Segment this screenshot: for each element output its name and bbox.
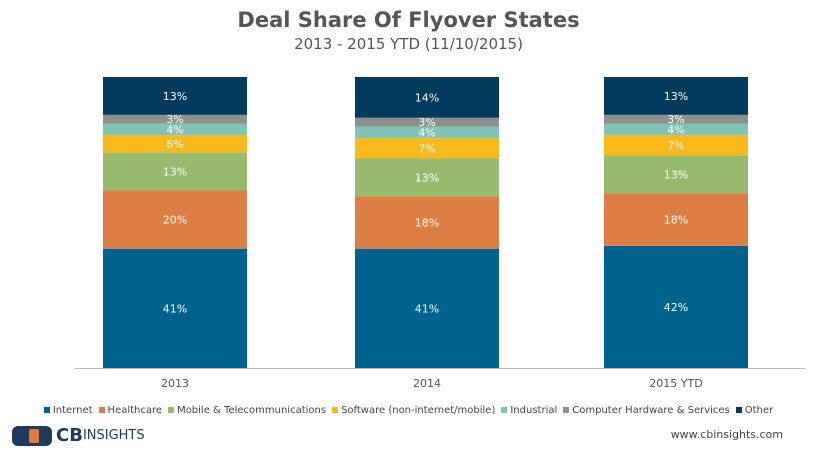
legend-label: Computer Hardware & Services [572, 405, 730, 416]
bar-segment [103, 114, 247, 124]
data-label: 6% [166, 138, 183, 151]
legend-label: Industrial [510, 405, 558, 416]
legend-item: Healthcare [98, 405, 163, 416]
bar-segment [355, 158, 499, 197]
legend-swatch [332, 407, 339, 413]
data-label: 41% [415, 302, 439, 315]
bar-segment [355, 117, 499, 127]
legend-item: Mobile & Telecommunications [168, 405, 326, 416]
logo-mark-icon [12, 425, 52, 446]
data-label: 41% [163, 302, 187, 315]
bar-segment [604, 193, 748, 246]
data-label: 13% [163, 90, 187, 103]
legend-label: Software (non-internet/mobile) [341, 405, 496, 416]
legend-swatch [168, 407, 175, 413]
legend: Internet Healthcare Mobile & Telecommunica… [0, 405, 817, 416]
bar-segment [103, 190, 247, 249]
bar-segment [355, 196, 499, 249]
bar-segment [103, 77, 247, 115]
legend-swatch [563, 407, 570, 413]
data-label: 3% [418, 116, 435, 129]
bar-segment [103, 248, 247, 368]
legend-item: Other [735, 405, 774, 416]
bar-segment [103, 152, 247, 191]
legend-label: Mobile & Telecommunications [177, 405, 327, 416]
bar-segment [355, 248, 499, 368]
website-link[interactable]: www.cbinsights.com [670, 428, 783, 441]
legend-item: Internet [43, 405, 93, 416]
bar-segment [604, 77, 748, 115]
data-label: 13% [415, 171, 439, 184]
bar-segment [604, 123, 748, 136]
data-label: 3% [667, 113, 684, 126]
bar-segment [604, 155, 748, 194]
data-label: 20% [163, 214, 187, 227]
data-label: 7% [418, 142, 435, 155]
legend-swatch [735, 407, 742, 413]
bar-segment [604, 245, 748, 368]
data-label: 4% [418, 126, 435, 139]
legend-label: Internet [52, 405, 93, 416]
logo-cb: CB [56, 425, 83, 446]
bar-segment [103, 135, 247, 153]
data-label: 13% [664, 168, 688, 181]
bar-segment [355, 77, 499, 118]
bar-segment [103, 123, 247, 136]
data-label: 18% [664, 214, 688, 227]
data-label: 14% [415, 91, 439, 104]
legend-item: Computer Hardware & Services [563, 405, 730, 416]
data-label: 7% [667, 139, 684, 152]
bar-segment [355, 138, 499, 159]
legend-swatch [501, 407, 508, 413]
chart-title: Deal Share Of Flyover States [237, 8, 580, 32]
legend-swatch [43, 407, 50, 413]
chart-subtitle: 2013 - 2015 YTD (11/10/2015) [294, 35, 523, 53]
data-label: 4% [667, 123, 684, 136]
stacked-bar-chart: 41%20%13%6%4%3%13%201341%18%13%7%4%3%14%… [75, 77, 805, 390]
legend-item: Industrial [501, 405, 557, 416]
data-label: 4% [166, 123, 183, 136]
x-tick-label: 2014 [413, 377, 441, 390]
legend-item: Software (non-internet/mobile) [332, 405, 495, 416]
data-label: 3% [166, 113, 183, 126]
bar-segment [355, 126, 499, 139]
data-label: 13% [664, 90, 688, 103]
cb-insights-logo: CB INSIGHTS [12, 425, 145, 446]
legend-label: Healthcare [107, 405, 163, 416]
bar-segment [604, 114, 748, 124]
logo-insights: INSIGHTS [82, 428, 145, 443]
x-tick-label: 2015 YTD [649, 377, 702, 390]
data-label: 18% [415, 217, 439, 230]
data-label: 13% [163, 166, 187, 179]
data-label: 42% [664, 301, 688, 314]
legend-swatch [98, 407, 105, 413]
bar-segment [604, 135, 748, 156]
legend-label: Other [744, 405, 774, 416]
x-tick-label: 2013 [161, 377, 189, 390]
